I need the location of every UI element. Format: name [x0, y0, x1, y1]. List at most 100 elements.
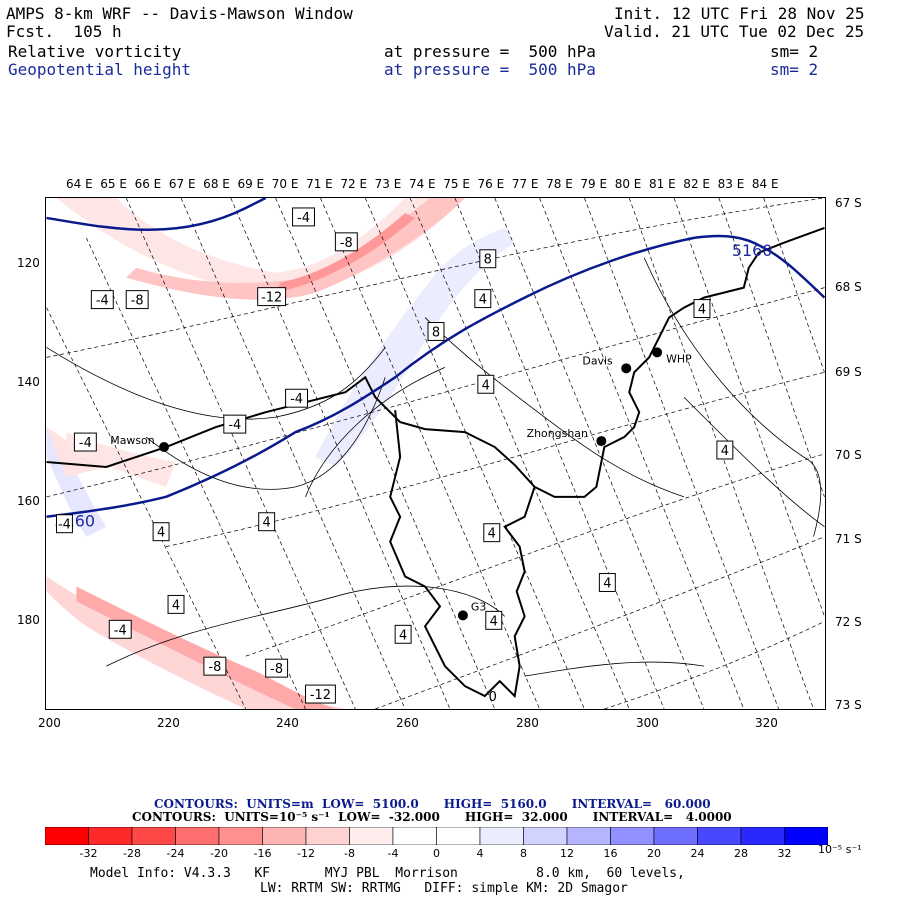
lat-label: 71 S	[835, 532, 862, 546]
model-info: Model Info: V4.3.3 KF MYJ PBL Morrison 8…	[90, 866, 685, 881]
vort-label: -4	[290, 392, 303, 407]
vort-label: -8	[270, 662, 283, 677]
colorbar-label: 20	[647, 847, 661, 860]
field2-name: Geopotential height	[8, 60, 192, 79]
y-tick: 120	[17, 256, 40, 270]
colorbar-cell	[610, 827, 655, 845]
vort-label: 4	[698, 303, 706, 318]
height-contour-upper	[46, 198, 267, 232]
colorbar-cell	[566, 827, 611, 845]
colorbar-label: 16	[603, 847, 618, 860]
vort-label: 4	[172, 598, 180, 613]
colorbar-cell	[653, 827, 698, 845]
vort-label: -4	[114, 623, 127, 638]
height-contour-5160	[46, 234, 825, 518]
x-tick: 280	[516, 716, 539, 730]
longitude-labels: 64 E 65 E 66 E 67 E 68 E 69 E 70 E 71 E …	[66, 177, 779, 191]
vort-label: 4	[721, 444, 729, 459]
x-tick: 260	[396, 716, 419, 730]
colorbar-cell	[392, 827, 437, 845]
init-time: Init. 12 UTC Fri 28 Nov 25	[614, 4, 865, 23]
forecast-hour: Fcst. 105 h	[6, 22, 122, 41]
coastline	[46, 226, 825, 699]
stations: Mawson Davis WHP Zhongshan G3	[110, 347, 692, 621]
station-whp: WHP	[666, 352, 692, 365]
height-label-5160-a: 5160	[732, 241, 773, 260]
lat-label: 70 S	[835, 448, 862, 462]
colorbar-unit: 10⁻⁵ s⁻¹	[818, 843, 862, 856]
station-davis: Davis	[582, 354, 613, 367]
height-contour-info: CONTOURS: UNITS=m LOW= 5100.0 HIGH= 5160…	[154, 797, 711, 811]
vort-label: -12	[310, 688, 331, 703]
colorbar-cell	[262, 827, 307, 845]
y-tick: 180	[17, 613, 40, 627]
valid-time: Valid. 21 UTC Tue 02 Dec 25	[604, 22, 865, 41]
colorbar-cell	[740, 827, 785, 845]
colorbar-cell	[305, 827, 350, 845]
station-marker	[159, 442, 170, 453]
colorbar-label: -20	[210, 847, 228, 860]
y-tick: 160	[17, 494, 40, 508]
lat-label: 72 S	[835, 615, 862, 629]
map-plot: 5160 5160 -4 -8 -12 -4 -8 -4 -4 -4 8 4 8…	[45, 197, 826, 710]
colorbar-label: -28	[123, 847, 141, 860]
field1-smoothing: sm= 2	[770, 42, 819, 61]
lat-label: 67 S	[835, 196, 862, 210]
vort-label: -4	[96, 294, 109, 309]
colorbar-label: -8	[344, 847, 355, 860]
colorbar-label: -12	[297, 847, 315, 860]
vort-label: 0	[489, 690, 497, 705]
vort-label: 4	[488, 527, 496, 542]
station-zhongshan: Zhongshan	[527, 427, 588, 440]
station-marker	[596, 436, 607, 447]
vort-label: -4	[79, 436, 92, 451]
vort-label: -8	[340, 236, 353, 251]
x-tick: 320	[755, 716, 778, 730]
colorbar-cell	[523, 827, 568, 845]
vort-label: 4	[603, 576, 611, 591]
vort-label: 8	[484, 253, 492, 268]
colorbar-cell	[784, 827, 828, 845]
colorbar-cell	[218, 827, 263, 845]
x-tick: 240	[276, 716, 299, 730]
field2-level: at pressure = 500 hPa	[384, 60, 596, 79]
colorbar-cell	[175, 827, 220, 845]
vort-label: 4	[479, 293, 487, 308]
field2-smoothing: sm= 2	[770, 60, 819, 79]
colorbar-cell	[697, 827, 742, 845]
colorbar-cell	[131, 827, 176, 845]
field1-level: at pressure = 500 hPa	[384, 42, 596, 61]
vort-label: 4	[482, 378, 490, 393]
station-marker	[652, 347, 663, 358]
plot-title: AMPS 8-km WRF -- Davis-Mawson Window	[6, 4, 353, 23]
colorbar-label: 0	[433, 847, 440, 860]
field1-name: Relative vorticity	[8, 42, 182, 61]
vort-label: -4	[58, 518, 71, 533]
colorbar	[45, 827, 828, 845]
vort-label: 4	[157, 526, 165, 541]
colorbar-cell	[45, 827, 89, 845]
colorbar-label: -32	[79, 847, 98, 860]
vorticity-shading	[46, 198, 515, 709]
colorbar-cell	[349, 827, 394, 845]
colorbar-label: -4	[387, 847, 399, 860]
station-marker	[621, 363, 632, 374]
vort-label: -4	[297, 211, 310, 226]
colorbar-cell	[479, 827, 524, 845]
colorbar-label: -16	[253, 847, 272, 860]
colorbar-label: 12	[560, 847, 574, 860]
colorbar-label: 24	[690, 847, 705, 860]
lat-label: 69 S	[835, 365, 862, 379]
colorbar-label: 32	[777, 847, 792, 860]
y-tick: 140	[17, 375, 40, 389]
colorbar-label: 28	[734, 847, 748, 860]
vort-label: 4	[399, 628, 407, 643]
graticule	[46, 198, 825, 709]
vort-label: -4	[228, 418, 241, 433]
vort-label: 8	[432, 325, 440, 340]
colorbar-label: 4	[476, 847, 484, 860]
vorticity-labels: -4 -8 -12 -4 -8 -4 -4 -4 8 4 8 4 4 4 4 4…	[55, 207, 734, 705]
station-g3: G3	[471, 600, 486, 613]
station-marker	[457, 610, 468, 621]
colorbar-cell	[436, 827, 481, 845]
